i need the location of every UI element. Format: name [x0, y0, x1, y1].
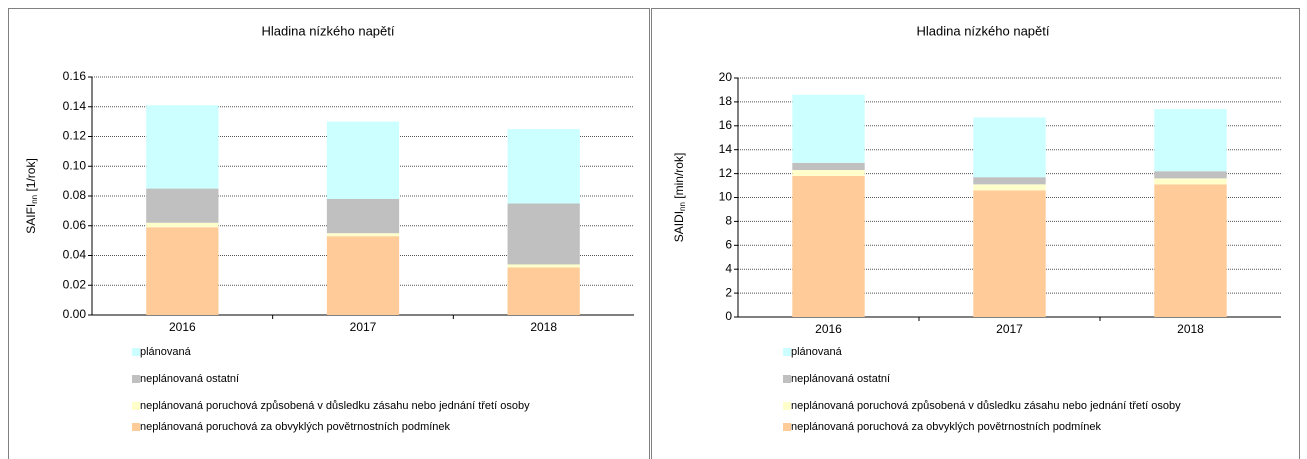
y-tick-label: 10 — [719, 190, 733, 204]
y-tick-label: 14 — [719, 142, 733, 156]
bar-segment — [507, 267, 580, 315]
chart-title: Hladina nízkého napětí — [262, 23, 395, 38]
y-axis-label-unit: [1/rok] — [24, 158, 38, 195]
legend-label: neplánovaná ostatní — [140, 373, 239, 385]
legend-label: plánovaná — [140, 346, 192, 358]
bar-segment — [507, 129, 580, 204]
bar-segment — [1154, 184, 1227, 317]
legend-label: neplánovaná poruchová způsobená v důsled… — [791, 400, 1181, 412]
bar-segment — [326, 236, 400, 315]
y-tick-label: 0.10 — [63, 158, 87, 172]
bar-segment — [973, 177, 1046, 185]
bar-segment — [1154, 109, 1227, 172]
bar-segment — [792, 170, 865, 176]
legend-swatch — [783, 402, 791, 410]
legend-label: neplánovaná poruchová způsobená v důsled… — [140, 400, 530, 412]
legend-label: plánovaná — [791, 346, 843, 358]
y-tick-label: 12 — [719, 166, 733, 180]
y-axis-label: SAIFInn [1/rok] — [24, 158, 39, 234]
bar-segment — [1154, 171, 1227, 179]
y-axis-label-main: SAIFI — [24, 204, 38, 234]
x-tick-label: 2017 — [350, 320, 377, 334]
y-tick-label: 4 — [725, 261, 732, 275]
y-axis-label-sub: nn — [30, 195, 39, 204]
y-tick-label: 20 — [719, 70, 733, 84]
y-tick-label: 0.00 — [63, 307, 87, 321]
bar-segment — [973, 117, 1046, 178]
bar-segment — [792, 175, 865, 317]
legend-swatch — [783, 348, 791, 356]
y-axis-label-main: SAIDI — [672, 211, 686, 242]
legend-label: neplánovaná poruchová za obvyklých povět… — [140, 421, 451, 433]
y-tick-label: 0.14 — [63, 99, 87, 113]
y-tick-label: 0.16 — [63, 69, 87, 83]
bar-segment — [326, 233, 400, 237]
bar-segment — [507, 203, 580, 265]
chart-title: Hladina nízkého napětí — [917, 23, 1050, 38]
y-tick-label: 18 — [719, 94, 733, 108]
y-axis-label-sub: nn — [678, 202, 687, 211]
legend-swatch — [132, 375, 140, 383]
x-tick-label: 2016 — [815, 322, 842, 336]
bar-segment — [1154, 178, 1227, 185]
bar-segment — [326, 198, 400, 234]
y-tick-label: 16 — [719, 118, 733, 132]
bar-segment — [146, 188, 219, 223]
x-tick-label: 2018 — [1177, 322, 1204, 336]
bar-segment — [973, 190, 1046, 317]
y-axis-label: SAIDInn [min/rok] — [672, 153, 687, 243]
bar-segment — [792, 162, 865, 171]
y-tick-label: 0 — [725, 309, 732, 323]
y-tick-label: 0.02 — [63, 277, 87, 291]
bar-segment — [146, 222, 219, 228]
bar-segment — [146, 227, 219, 315]
y-tick-label: 8 — [725, 214, 732, 228]
y-tick-label: 0.12 — [63, 129, 87, 143]
x-tick-label: 2017 — [996, 322, 1023, 336]
bar-segment — [146, 105, 219, 189]
legend-swatch — [783, 423, 791, 431]
legend-swatch — [132, 423, 140, 431]
y-tick-label: 2 — [725, 285, 732, 299]
legend-label: neplánovaná ostatní — [791, 373, 890, 385]
bar-segment — [973, 184, 1046, 191]
legend-swatch — [783, 375, 791, 383]
bar-segment — [507, 264, 580, 268]
bar-segment — [792, 94, 865, 163]
bar-segment — [326, 121, 400, 199]
y-tick-label: 0.08 — [63, 188, 87, 202]
y-tick-label: 0.06 — [63, 218, 87, 232]
x-tick-label: 2016 — [169, 320, 196, 334]
legend-label: neplánovaná poruchová za obvyklých povět… — [791, 421, 1102, 433]
legend-swatch — [132, 402, 140, 410]
y-tick-label: 0.04 — [63, 248, 87, 262]
y-tick-label: 6 — [725, 237, 732, 251]
y-axis-label-unit: [min/rok] — [672, 153, 686, 202]
legend-swatch — [132, 348, 140, 356]
x-tick-label: 2018 — [530, 320, 557, 334]
